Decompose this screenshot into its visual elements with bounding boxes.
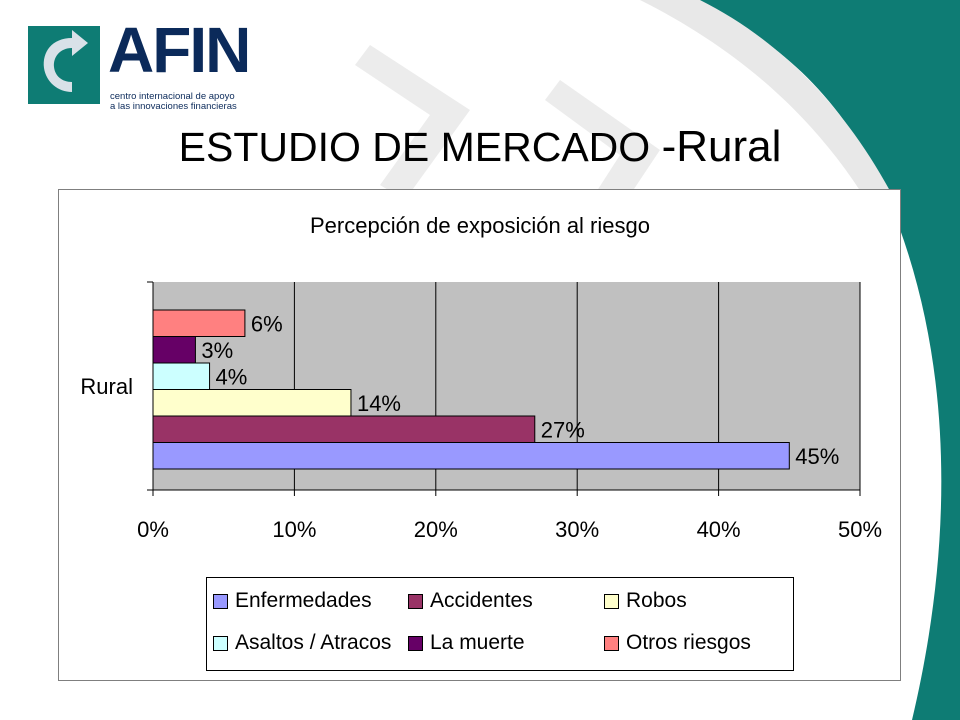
afin-logo-mark bbox=[28, 26, 100, 104]
chart-title: Percepción de exposición al riesgo bbox=[310, 213, 650, 238]
legend-item: Enfermedades bbox=[213, 586, 372, 616]
legend-swatch bbox=[408, 593, 423, 609]
chart-legend: Enfermedades Accidentes Robos Asaltos / Atr… bbox=[206, 577, 794, 671]
legend-swatch bbox=[604, 635, 619, 651]
data-label: 6% bbox=[251, 311, 283, 336]
legend-label: Otros riesgos bbox=[626, 631, 751, 654]
arrow-logo-icon bbox=[43, 30, 88, 92]
bar-otros-riesgos bbox=[152, 309, 246, 337]
logo-tagline-line1: centro internacional de apoyo bbox=[110, 91, 235, 102]
legend-item: Asaltos / Atracos bbox=[213, 628, 391, 658]
legend-label: Asaltos / Atracos bbox=[235, 631, 392, 654]
logo-wordmark: AFIN bbox=[108, 14, 251, 86]
x-tick-label: 20% bbox=[414, 517, 458, 542]
legend-item: La muerte bbox=[408, 628, 525, 658]
bar-enfermedades bbox=[152, 442, 790, 470]
legend-swatch bbox=[604, 593, 619, 609]
legend-label: Accidentes bbox=[430, 589, 533, 612]
x-tick-label: 30% bbox=[555, 517, 599, 542]
data-label: 4% bbox=[216, 364, 248, 389]
bar-accidentes bbox=[152, 415, 536, 443]
watermark-chevron-1 bbox=[355, 45, 470, 200]
data-label: 45% bbox=[795, 444, 839, 469]
bar-la-muerte bbox=[152, 336, 196, 364]
slide-title: ESTUDIO DE MERCADO -Rural bbox=[0, 122, 960, 172]
data-label: 14% bbox=[357, 391, 401, 416]
legend-item: Otros riesgos bbox=[604, 628, 751, 658]
slide-title-main: ESTUDIO DE MERCADO bbox=[178, 124, 662, 170]
afin-logo: AFIN centro internacional de apoyo a las… bbox=[28, 18, 251, 111]
slide-title-suffix: -Rural bbox=[661, 122, 782, 171]
teal-swoosh-shape bbox=[690, 0, 960, 720]
legend-swatch bbox=[213, 593, 228, 609]
bar-asaltos-atracos bbox=[152, 362, 211, 390]
watermark-chevron-2 bbox=[545, 80, 660, 240]
legend-swatch bbox=[408, 635, 423, 651]
x-tick-label: 40% bbox=[697, 517, 741, 542]
legend-swatch bbox=[213, 635, 228, 651]
x-tick-label: 10% bbox=[272, 517, 316, 542]
chart-frame: Percepción de exposición al riesgo 0% 10% 2… bbox=[58, 189, 901, 681]
logo-tagline-line2: a las innovaciones financieras bbox=[110, 101, 237, 112]
bar-robos bbox=[152, 389, 352, 417]
legend-item: Robos bbox=[604, 586, 687, 616]
x-tick-label: 50% bbox=[838, 517, 882, 542]
legend-label: Enfermedades bbox=[235, 589, 372, 612]
category-label: Rural bbox=[80, 374, 133, 399]
legend-label: Robos bbox=[626, 589, 687, 612]
legend-label: La muerte bbox=[430, 631, 525, 654]
x-tick-label: 0% bbox=[137, 517, 169, 542]
data-label: 3% bbox=[201, 338, 233, 363]
data-label: 27% bbox=[541, 417, 585, 442]
bar-chart: Percepción de exposición al riesgo 0% 10% 2… bbox=[80, 213, 882, 542]
legend-item: Accidentes bbox=[408, 586, 533, 616]
